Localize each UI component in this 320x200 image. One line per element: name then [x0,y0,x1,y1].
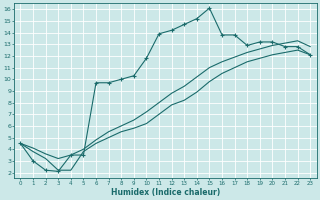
X-axis label: Humidex (Indice chaleur): Humidex (Indice chaleur) [111,188,220,197]
